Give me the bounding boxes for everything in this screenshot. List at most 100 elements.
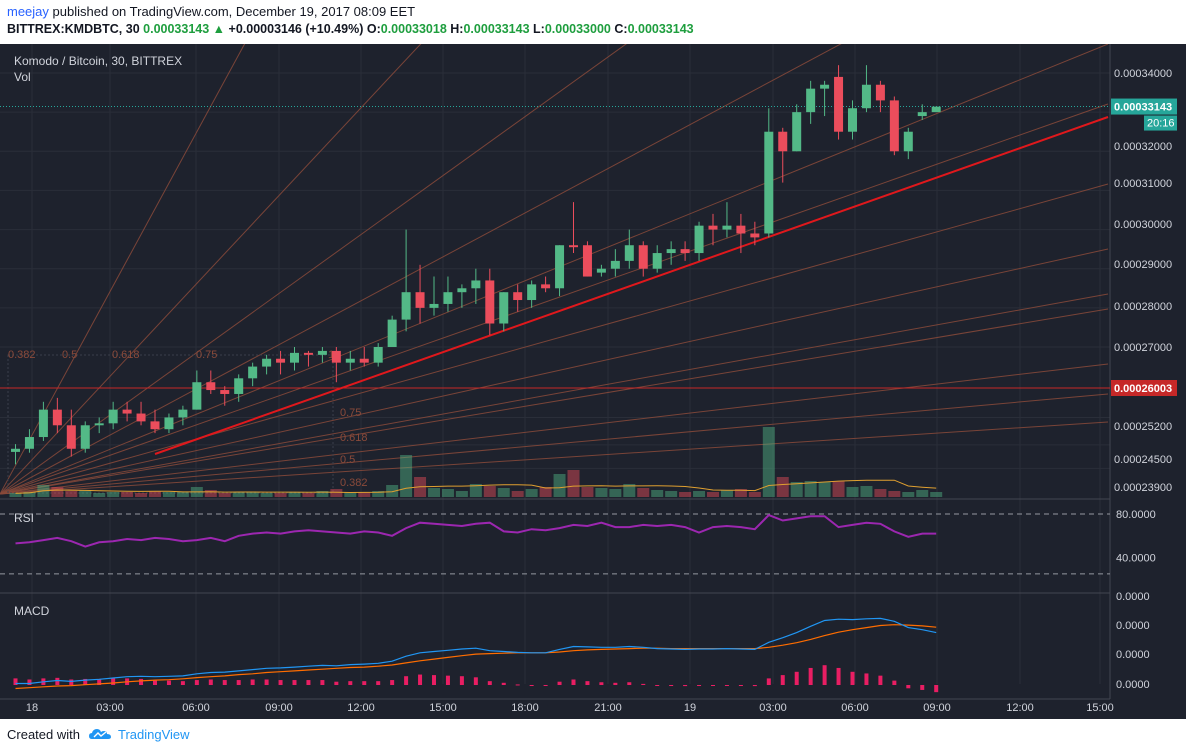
indicators xyxy=(0,513,1110,693)
volume-bar xyxy=(441,489,454,497)
macd-histogram-bar xyxy=(348,681,353,685)
x-tick-label: 09:00 xyxy=(265,702,293,714)
fib-fan-line xyxy=(0,421,1109,495)
chart-background xyxy=(0,44,1186,719)
rsi-tick-label: 80.0000 xyxy=(1116,509,1156,521)
fib-fan-line xyxy=(0,393,1109,495)
macd-signal-line xyxy=(15,624,937,690)
candle-body xyxy=(652,253,662,269)
y-tick-label: 0.00027000 xyxy=(1114,342,1172,354)
volume-bar xyxy=(288,492,301,497)
macd-histogram-bar xyxy=(292,680,297,685)
volume-bar xyxy=(748,492,761,497)
macd-histogram-bar xyxy=(376,681,381,685)
chart-header: meejay published on TradingView.com, Dec… xyxy=(0,0,1186,44)
macd-label: MACD xyxy=(14,604,50,618)
macd-tick-label: 0.0000 xyxy=(1116,649,1150,661)
candle-body xyxy=(917,112,927,117)
chart-area[interactable]: 0.382 0.5 0.618 0.75 1 0.75 0.618 0.5 0.382 18 03… xyxy=(0,33,1186,719)
macd-histogram-bar xyxy=(432,675,436,685)
candle-body xyxy=(610,260,620,269)
low-value: 0.00033000 xyxy=(544,22,611,36)
candle-body xyxy=(931,106,941,113)
candle-body xyxy=(541,284,551,289)
macd-histogram-bar xyxy=(362,681,367,685)
volume-bar xyxy=(93,493,106,497)
macd-histogram-bar xyxy=(724,685,729,686)
candle-body xyxy=(80,425,90,449)
macd-histogram-bar xyxy=(418,674,423,685)
macd-histogram-bar xyxy=(627,682,632,685)
candle-body xyxy=(666,249,676,254)
y-tick-label: 0.00034000 xyxy=(1114,68,1172,80)
candle-body xyxy=(471,280,481,289)
candlesticks xyxy=(11,65,941,465)
candle-body xyxy=(94,423,104,426)
candle-body xyxy=(178,409,188,418)
volume-bar xyxy=(302,493,315,497)
volume-bar xyxy=(65,491,78,497)
macd-histogram-bar xyxy=(250,679,255,685)
macd-histogram-bar xyxy=(808,667,813,685)
volume-bar xyxy=(707,492,719,497)
volume-bar xyxy=(23,492,36,497)
fib-label: 0.75 xyxy=(196,349,217,361)
macd-histogram-bar xyxy=(669,685,674,686)
x-tick-label: 03:00 xyxy=(96,702,124,714)
x-tick-label: 12:00 xyxy=(347,702,375,714)
volume-bar xyxy=(888,491,901,497)
candle-body xyxy=(708,225,718,230)
x-tick-label: 06:00 xyxy=(841,702,869,714)
x-tick-label: 19 xyxy=(684,702,696,714)
fib-box xyxy=(7,354,334,494)
volume-bar xyxy=(860,486,873,497)
volume-bar xyxy=(344,492,357,497)
candle-body xyxy=(834,76,844,132)
tradingview-brand-link[interactable]: TradingView xyxy=(118,727,190,742)
volume-ma-line xyxy=(15,479,937,494)
candle-body xyxy=(903,131,913,152)
candle-body xyxy=(429,303,439,308)
y-tick-label: 0.00024500 xyxy=(1114,454,1172,466)
fib-fan-line xyxy=(0,293,1109,495)
macd-histogram-bar xyxy=(111,678,116,685)
macd-histogram-bar xyxy=(166,680,171,685)
candle-body xyxy=(694,225,704,254)
candle-body xyxy=(680,249,690,254)
candle-body xyxy=(262,358,272,367)
volume-bars xyxy=(9,427,943,497)
volume-bar xyxy=(693,491,706,497)
macd-histogram-bar xyxy=(97,678,102,685)
macd-histogram-bar xyxy=(390,680,395,685)
candle-body xyxy=(722,225,732,230)
macd-histogram-bar xyxy=(222,680,227,685)
candle-body xyxy=(764,131,774,234)
macd-line xyxy=(15,617,937,685)
fib-label: 0.618 xyxy=(112,349,140,361)
chart-svg[interactable]: 0.382 0.5 0.618 0.75 1 0.75 0.618 0.5 0.382 18 03… xyxy=(0,33,1186,719)
volume-bar xyxy=(623,484,636,497)
candle-body xyxy=(596,268,606,273)
volume-bar xyxy=(121,492,134,497)
volume-bar xyxy=(776,477,789,497)
author-link[interactable]: meejay xyxy=(7,4,49,19)
volume-bar xyxy=(804,481,817,497)
volume-bar xyxy=(79,490,92,497)
volume-bar xyxy=(818,482,831,497)
footer: Created with TradingView xyxy=(0,719,1186,751)
candle-body xyxy=(359,358,369,363)
x-tick-label: 09:00 xyxy=(923,702,951,714)
candle-body xyxy=(582,245,592,277)
close-value: 0.00033143 xyxy=(627,22,694,36)
volume-bar xyxy=(832,481,845,497)
volume-bar xyxy=(539,487,552,497)
fib-fan-line xyxy=(0,363,1109,495)
fib-fan-line xyxy=(0,183,1109,495)
volume-bar xyxy=(204,490,217,497)
published-text: published on TradingView.com, December 1… xyxy=(52,4,416,19)
macd-histogram-bar xyxy=(836,667,841,685)
candle-body xyxy=(331,350,341,363)
volume-bar xyxy=(790,482,803,497)
candle-body xyxy=(66,425,76,449)
x-tick-label: 06:00 xyxy=(182,702,210,714)
